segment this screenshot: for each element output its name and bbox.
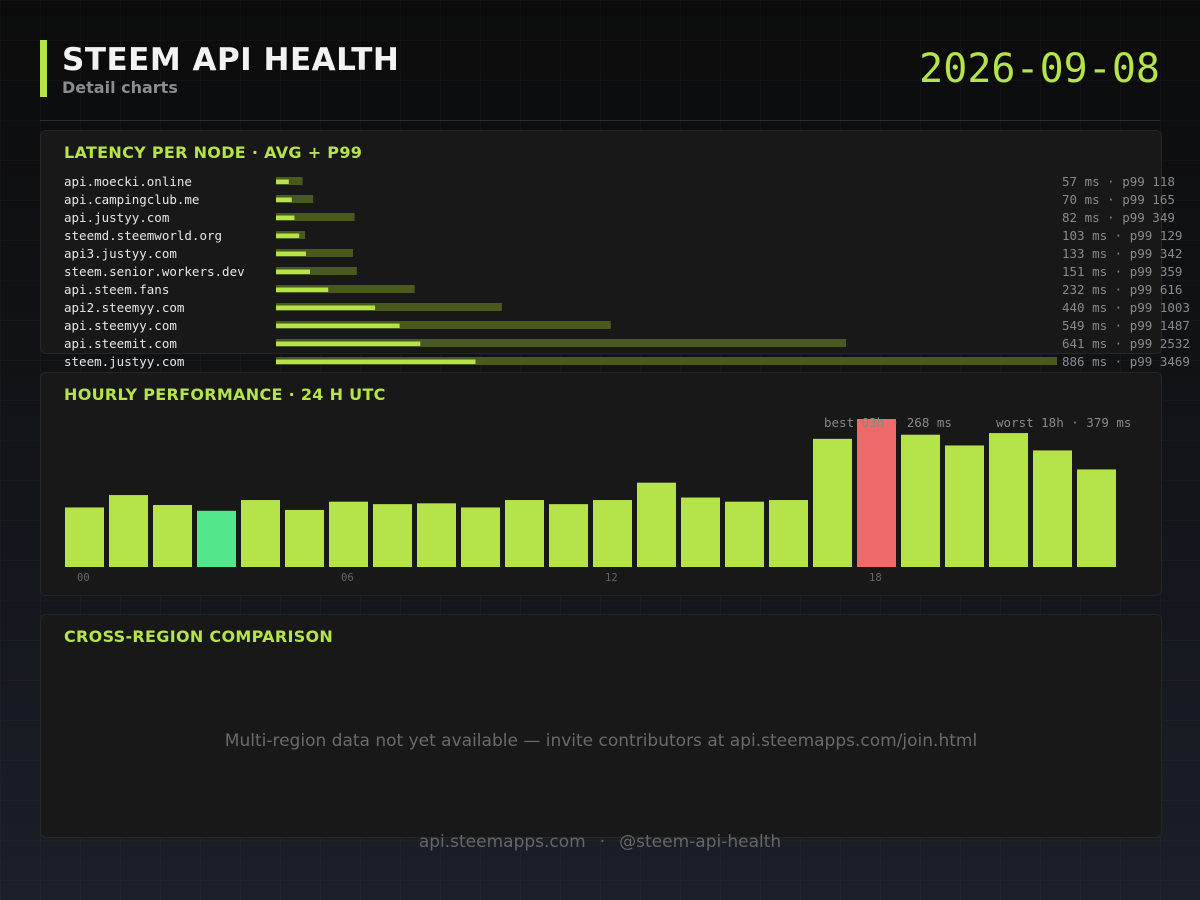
- hour-bar: [329, 501, 368, 567]
- hour-bar: [769, 500, 808, 567]
- hour-bar: [1077, 469, 1116, 567]
- hourly-panel: HOURLY PERFORMANCE · 24 H UTC 00 06 12 18 be…: [40, 372, 1162, 596]
- avg-bar: [276, 341, 421, 346]
- p99-bar: [276, 303, 502, 311]
- p99-bar: [276, 177, 303, 185]
- node-label: steem.senior.workers.dev: [64, 264, 245, 279]
- latency-value-label: 133 ms · p99 342: [1062, 246, 1182, 261]
- hour-bar: [197, 510, 236, 567]
- p99-bar: [276, 249, 353, 257]
- node-label: api.steem.fans: [64, 282, 169, 297]
- cross-region-panel-title: CROSS-REGION COMPARISON: [64, 627, 334, 646]
- latency-value-label: 641 ms · p99 2532: [1062, 336, 1190, 351]
- hour-bar: [65, 507, 104, 567]
- hour-bar: [989, 433, 1028, 567]
- avg-bar: [276, 197, 292, 202]
- p99-bar: [276, 321, 611, 329]
- hour-bar: [813, 438, 852, 567]
- avg-bar: [276, 179, 289, 184]
- node-label: api.justyy.com: [64, 210, 169, 225]
- hourly-chart: 00 06 12 18 best 03h · 268 ms worst 18h · 379…: [65, 415, 1131, 584]
- hour-bar: [681, 497, 720, 567]
- hour-bar: [549, 504, 588, 567]
- avg-bar: [276, 287, 329, 292]
- avg-bar: [276, 323, 400, 328]
- cross-region-panel: CROSS-REGION COMPARISON Multi-region dat…: [40, 614, 1162, 838]
- report-date: 2026-09-08: [919, 46, 1160, 92]
- hour-bar: [109, 495, 148, 567]
- header-divider: [40, 120, 1160, 121]
- footer: api.steemapps.com · @steem-api-health: [0, 832, 1200, 852]
- hour-bar: [505, 500, 544, 567]
- p99-bar: [276, 339, 847, 347]
- node-label: api3.justyy.com: [64, 246, 177, 261]
- latency-panel-title: LATENCY PER NODE · AVG + P99: [64, 143, 363, 162]
- hour-bar: [153, 504, 192, 567]
- footer-separator: ·: [599, 832, 606, 852]
- latency-value-label: 549 ms · p99 1487: [1062, 318, 1190, 333]
- avg-bar: [276, 269, 310, 274]
- avg-bar: [276, 215, 295, 220]
- hour-bar: [285, 509, 324, 567]
- hour-bar: [373, 504, 412, 567]
- node-label: api.steemit.com: [64, 336, 177, 351]
- latency-value-label: 70 ms · p99 165: [1062, 192, 1175, 207]
- hour-bar: [901, 434, 940, 567]
- avg-bar: [276, 233, 300, 238]
- page-subtitle: Detail charts: [62, 78, 178, 97]
- avg-bar: [276, 251, 306, 256]
- hour-tick-label: 00: [77, 572, 90, 584]
- footer-site-link[interactable]: api.steemapps.com: [418, 832, 586, 852]
- node-label: api.steemyy.com: [64, 318, 177, 333]
- latency-value-label: 440 ms · p99 1003: [1062, 300, 1190, 315]
- latency-value-label: 886 ms · p99 3469: [1062, 354, 1190, 369]
- hour-tick-label: 18: [869, 572, 882, 584]
- hour-tick-label: 12: [605, 572, 618, 584]
- latency-value-label: 103 ms · p99 129: [1062, 228, 1182, 243]
- latency-value-label: 151 ms · p99 359: [1062, 264, 1182, 279]
- hour-tick-label: 06: [341, 572, 354, 584]
- best-hour-annotation: best 03h · 268 ms: [824, 415, 952, 430]
- hour-bar: [593, 500, 632, 567]
- latency-value-label: 82 ms · p99 349: [1062, 210, 1175, 225]
- latency-value-label: 232 ms · p99 616: [1062, 282, 1182, 297]
- hour-bar: [461, 507, 500, 567]
- hour-bar: [945, 445, 984, 567]
- p99-bar: [276, 195, 314, 203]
- node-label: steem.justyy.com: [64, 354, 184, 369]
- latency-value-label: 57 ms · p99 118: [1062, 174, 1175, 189]
- hour-bar: [857, 419, 896, 567]
- avg-bar: [276, 359, 476, 364]
- hour-bar: [725, 501, 764, 567]
- node-label: steemd.steemworld.org: [64, 228, 222, 243]
- hour-bar: [1033, 450, 1072, 567]
- hourly-panel-title: HOURLY PERFORMANCE · 24 H UTC: [64, 385, 386, 404]
- worst-hour-annotation: worst 18h · 379 ms: [996, 415, 1131, 430]
- node-label: api.moecki.online: [64, 174, 192, 189]
- hour-bar: [417, 503, 456, 567]
- footer-handle[interactable]: @steem-api-health: [619, 832, 782, 852]
- hour-bar: [241, 500, 280, 567]
- p99-bar: [276, 267, 357, 275]
- cross-region-empty-message: Multi-region data not yet available — in…: [224, 731, 978, 751]
- hour-bar: [637, 482, 676, 567]
- p99-bar: [276, 285, 415, 293]
- p99-bar: [276, 213, 355, 221]
- node-label: api.campingclub.me: [64, 192, 199, 207]
- header-accent-bar: [40, 40, 47, 97]
- page-title: STEEM API HEALTH: [62, 42, 400, 78]
- node-label: api2.steemyy.com: [64, 300, 184, 315]
- p99-bar: [276, 357, 1057, 365]
- latency-panel: LATENCY PER NODE · AVG + P99: [40, 130, 1162, 354]
- avg-bar: [276, 305, 376, 310]
